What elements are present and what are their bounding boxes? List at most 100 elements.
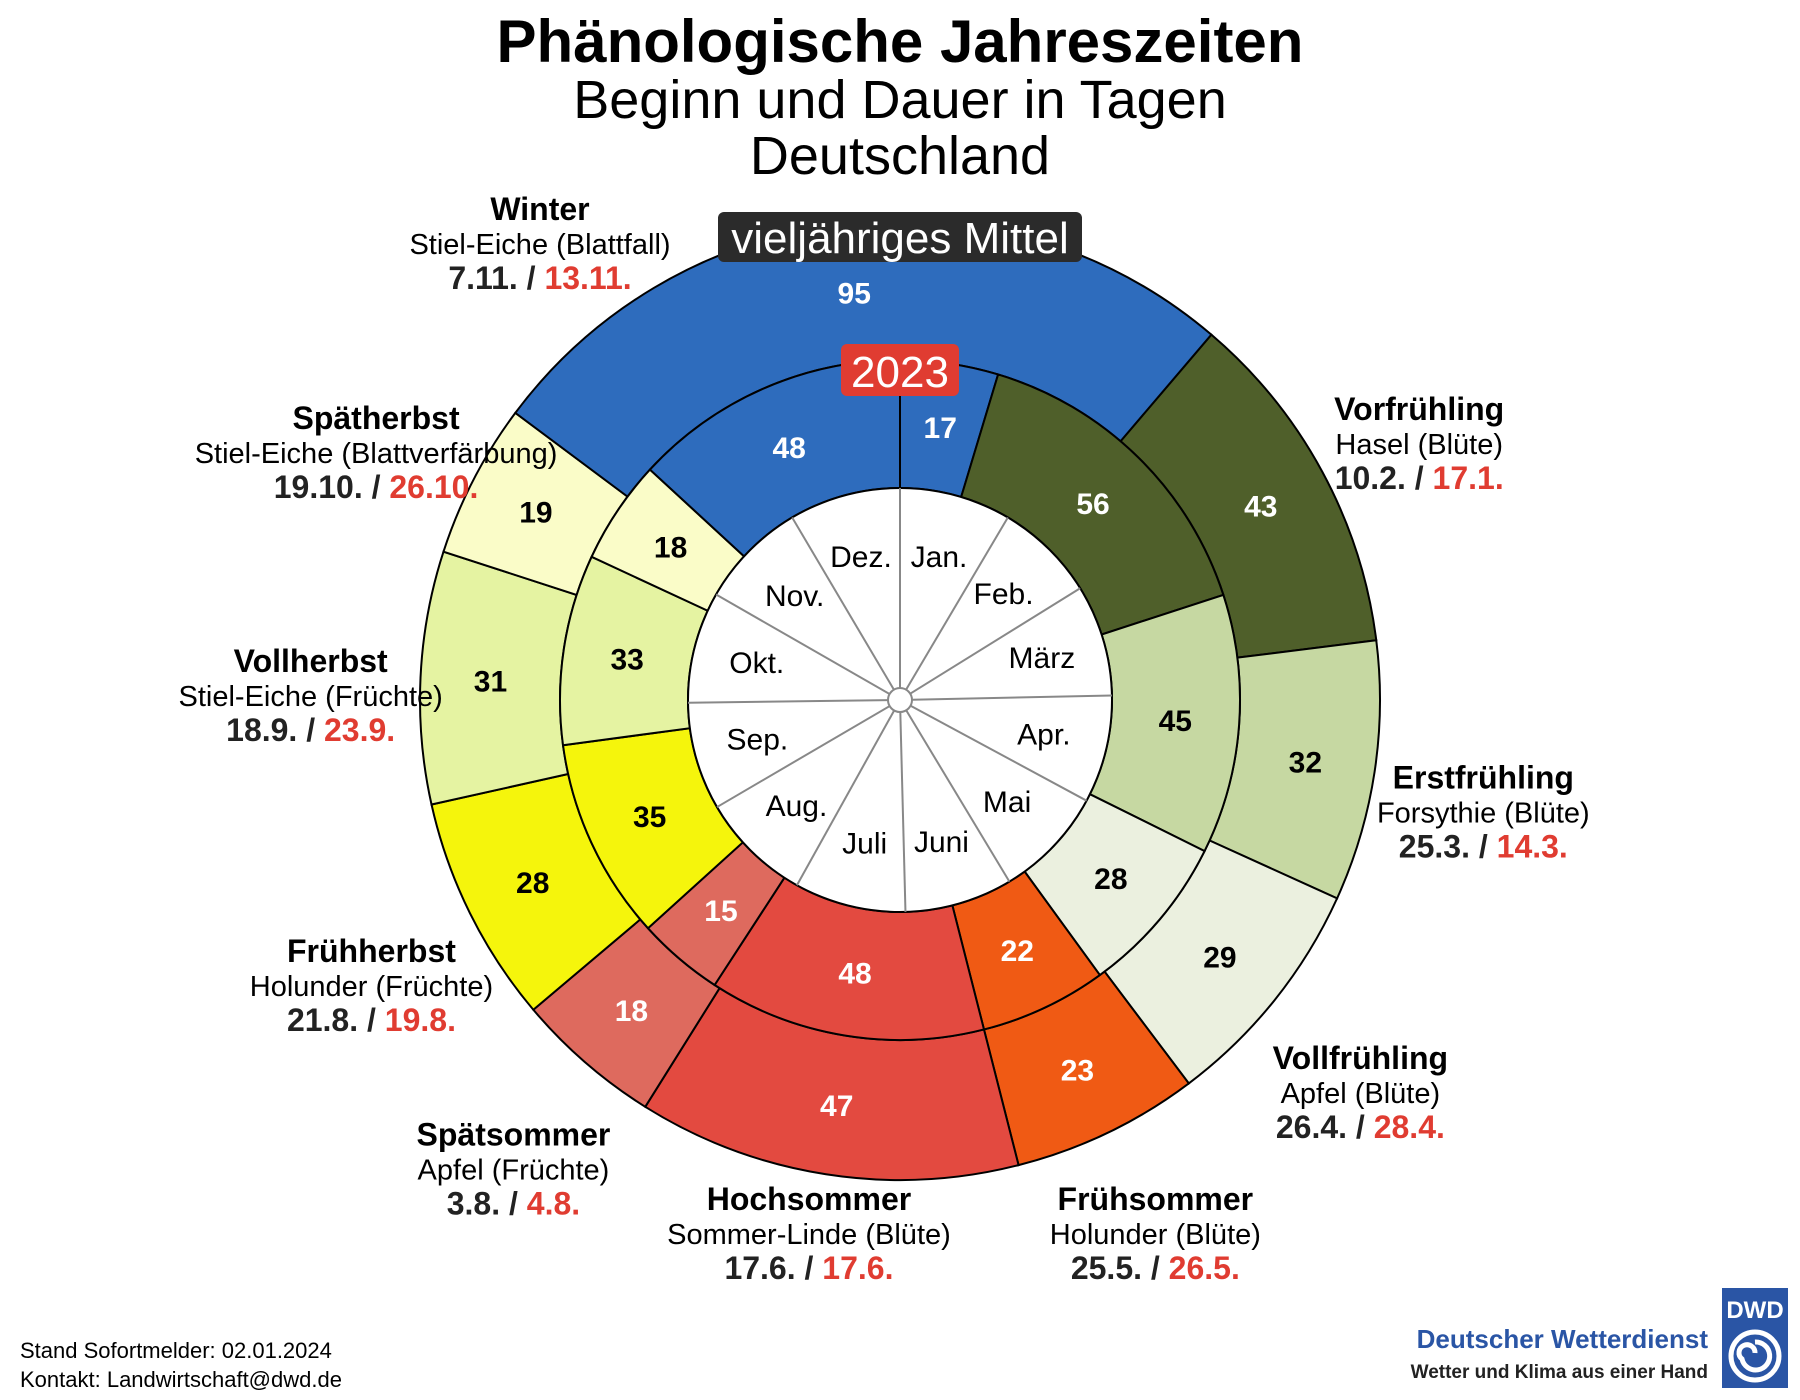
y2023-value: 48 xyxy=(838,957,871,990)
mean-value: 19 xyxy=(519,497,552,530)
date-2023: 23.9. xyxy=(324,712,395,748)
season-dates: 18.9. / 23.9. xyxy=(226,712,395,748)
month-divider xyxy=(688,699,889,704)
season-indicator: Holunder (Früchte) xyxy=(250,971,493,1003)
season-name: Winter xyxy=(490,191,589,227)
month-divider xyxy=(910,704,1088,802)
date-2023: 4.8. xyxy=(527,1186,580,1222)
brand-name: Deutscher Wetterdienst xyxy=(1417,1324,1709,1354)
y2023-value: 15 xyxy=(704,895,737,928)
date-2023: 17.1. xyxy=(1433,460,1504,496)
date-mean: 7.11. / xyxy=(448,260,544,296)
date-mean: 18.9. / xyxy=(226,712,324,748)
y2023-value: 48 xyxy=(773,432,806,465)
season-name: Vollherbst xyxy=(234,643,388,679)
swirl-icon xyxy=(1728,1329,1782,1383)
badge-2023-label: 2023 xyxy=(851,348,949,397)
mean-value: 43 xyxy=(1244,490,1277,523)
season-dates: 17.6. / 17.6. xyxy=(724,1250,893,1286)
season-indicator: Holunder (Blüte) xyxy=(1050,1219,1261,1251)
month-label: Mai xyxy=(983,786,1031,819)
season-name: Vorfrühling xyxy=(1334,391,1504,427)
season-name: Spätsommer xyxy=(417,1117,611,1153)
badge-mean-background xyxy=(718,212,1082,262)
season-dates: 19.10. / 26.10. xyxy=(274,469,479,505)
month-label: Sep. xyxy=(727,724,789,757)
month-label: März xyxy=(1009,642,1076,675)
y2023-value: 56 xyxy=(1076,488,1109,521)
season-name: Vollfrühling xyxy=(1273,1040,1448,1076)
y2023-value: 18 xyxy=(654,532,687,565)
season-name: Erstfrühling xyxy=(1393,760,1574,796)
season-indicator: Hasel (Blüte) xyxy=(1335,429,1503,461)
footer-status: Stand Sofortmelder: 02.01.2024 xyxy=(20,1338,332,1363)
y2023-value: 33 xyxy=(610,644,643,677)
season-dates: 10.2. / 17.1. xyxy=(1335,460,1504,496)
chart-title: Phänologische Jahreszeiten xyxy=(497,8,1304,75)
y2023-value: 35 xyxy=(633,801,666,834)
y2023-value: 28 xyxy=(1094,863,1127,896)
season-indicator: Stiel-Eiche (Blattverfärbung) xyxy=(195,438,558,470)
dwd-logo-text: DWD xyxy=(1726,1297,1783,1324)
month-divider xyxy=(899,711,907,912)
mean-value: 32 xyxy=(1289,747,1322,780)
month-divider xyxy=(905,709,1011,883)
month-divider xyxy=(791,516,895,691)
month-label: Juli xyxy=(842,828,887,861)
date-2023: 26.5. xyxy=(1169,1250,1240,1286)
season-dates: 25.5. / 26.5. xyxy=(1071,1250,1240,1286)
season-name: Spätherbst xyxy=(292,400,459,436)
date-mean: 19.10. / xyxy=(274,469,390,505)
month-divider xyxy=(911,694,1112,701)
dwd-logo: DWD xyxy=(1722,1288,1788,1388)
season-indicator: Apfel (Früchte) xyxy=(418,1155,610,1187)
badge-mean-label: vieljähriges Mittel xyxy=(731,214,1068,263)
month-wheel: Jan.Feb. März Apr. Mai Juni Juli Aug. Sep. Okt. N… xyxy=(687,487,1113,913)
y2023-value: 22 xyxy=(1001,935,1034,968)
badge-2023-background xyxy=(841,344,959,396)
season-indicator: Stiel-Eiche (Blattfall) xyxy=(409,229,670,261)
date-mean: 3.8. / xyxy=(447,1186,527,1222)
season-dates: 26.4. / 28.4. xyxy=(1276,1109,1445,1145)
month-label: Dez. xyxy=(830,541,892,574)
season-dates: 25.3. / 14.3. xyxy=(1399,829,1568,865)
date-mean: 17.6. / xyxy=(724,1250,822,1286)
ring-badges: vieljähriges Mittel 2023 xyxy=(718,212,1082,397)
season-name: Frühherbst xyxy=(287,933,456,969)
mean-value: 18 xyxy=(615,995,648,1028)
date-2023: 28.4. xyxy=(1374,1109,1445,1145)
month-label: Jan. xyxy=(911,541,968,574)
date-mean: 26.4. / xyxy=(1276,1109,1374,1145)
month-label: Apr. xyxy=(1017,719,1070,752)
season-indicator: Stiel-Eiche (Früchte) xyxy=(179,681,443,713)
chart-subtitle: Beginn und Dauer in Tagen xyxy=(573,70,1227,130)
month-label: Aug. xyxy=(766,790,828,823)
footer-contact: Kontakt: Landwirtschaft@dwd.de xyxy=(20,1367,342,1392)
wheel-hub xyxy=(887,687,913,713)
month-divider xyxy=(715,593,891,695)
season-dates: 7.11. / 13.11. xyxy=(448,260,631,296)
brand-slogan: Wetter und Klima aus einer Hand xyxy=(1411,1362,1708,1383)
mean-value: 23 xyxy=(1061,1055,1094,1088)
date-2023: 13.11. xyxy=(544,260,631,296)
season-indicator: Forsythie (Blüte) xyxy=(1377,798,1590,830)
date-2023: 19.8. xyxy=(385,1002,456,1038)
month-divider xyxy=(716,705,891,808)
mean-value: 95 xyxy=(838,278,871,311)
date-mean: 25.5. / xyxy=(1071,1250,1169,1286)
date-2023: 14.3. xyxy=(1497,829,1568,865)
date-2023: 17.6. xyxy=(822,1250,893,1286)
y2023-value: 17 xyxy=(924,412,957,445)
date-mean: 25.3. / xyxy=(1399,829,1497,865)
mean-value: 28 xyxy=(516,867,549,900)
season-indicator: Sommer-Linde (Blüte) xyxy=(667,1219,951,1251)
mean-value: 31 xyxy=(474,666,507,699)
